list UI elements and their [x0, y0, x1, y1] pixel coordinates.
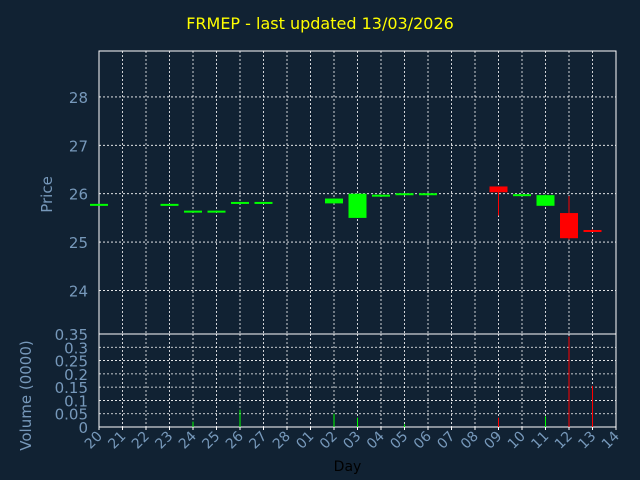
x-tick-label: 03: [340, 429, 364, 453]
x-tick-label: 09: [481, 429, 505, 453]
candle-up: [207, 210, 226, 213]
x-tick-label: 21: [105, 429, 129, 453]
x-tick-label: 24: [176, 428, 200, 452]
candle-up: [254, 201, 273, 204]
candle-up: [348, 193, 367, 218]
candle-up: [160, 203, 179, 206]
x-tick-label: 07: [434, 429, 458, 453]
x-tick-label: 10: [505, 429, 529, 453]
x-axis-label: Day: [334, 459, 362, 475]
chart-title: FRMEP - last updated 13/03/2026: [186, 14, 454, 33]
x-tick-label: 02: [317, 429, 341, 453]
x-tick-label: 11: [528, 429, 552, 453]
x-tick-label: 05: [387, 429, 411, 453]
volume-tick-label: 0.1: [64, 392, 88, 410]
volume-tick-label: 0.15: [55, 379, 88, 397]
x-tick-label: 01: [293, 429, 317, 453]
x-tick-label: 28: [270, 429, 294, 453]
volume-tick-label: 0.2: [64, 366, 88, 384]
x-tick-label: 25: [199, 429, 223, 453]
x-tick-label: 23: [152, 429, 176, 453]
candle-down: [560, 213, 578, 239]
candle-up: [231, 201, 249, 204]
price-tick-label: 28: [69, 89, 88, 107]
candle-up: [372, 194, 390, 197]
candle-up: [325, 198, 343, 204]
volume-axis-label: Volume (0000): [17, 340, 35, 450]
x-tick-label: 27: [246, 429, 270, 453]
volume-tick-label: 0: [78, 419, 88, 437]
candle-down: [489, 186, 508, 193]
volume-tick-label: 0.05: [55, 406, 88, 424]
price-tick-label: 26: [69, 186, 88, 204]
price-tick-label: 25: [69, 234, 88, 252]
x-tick-label: 06: [411, 428, 435, 452]
price-tick-label: 27: [69, 137, 88, 155]
volume-tick-label: 0.3: [64, 339, 88, 357]
volume-tick-label: 0.25: [55, 353, 88, 371]
x-tick-label: 04: [364, 428, 388, 452]
x-tick-label: 08: [458, 429, 482, 453]
candle-up: [184, 210, 202, 213]
price-axis-label: Price: [38, 176, 56, 213]
candle-down: [583, 229, 602, 232]
price-tick-label: 24: [69, 282, 88, 300]
x-tick-label: 14: [599, 428, 623, 452]
x-tick-label: 22: [129, 429, 153, 453]
x-tick-label: 26: [223, 428, 247, 452]
x-tick-label: 12: [552, 429, 576, 453]
volume-tick-label: 0.35: [55, 326, 88, 344]
candle-up: [513, 194, 531, 197]
candle-up: [395, 193, 414, 196]
candle-up: [90, 203, 108, 206]
x-tick-label: 13: [575, 429, 599, 453]
candle-up: [419, 193, 437, 196]
candle-up: [536, 195, 555, 206]
